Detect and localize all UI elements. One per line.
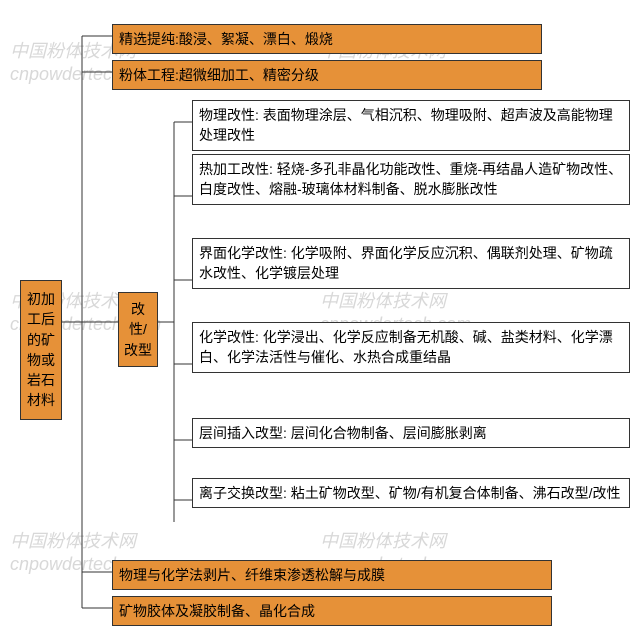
branch-exfoliation: 物理与化学法剥片、纤维束渗透松解与成膜 <box>112 560 552 590</box>
branch-modification: 改性/改型 <box>118 292 158 367</box>
branch-purification: 精选提纯:酸浸、絮凝、漂白、煅烧 <box>112 24 542 54</box>
child-physical-mod: 物理改性: 表面物理涂层、气相沉积、物理吸附、超声波及高能物理处理改性 <box>192 100 630 151</box>
child-thermal-mod: 热加工改性: 轻烧-多孔非晶化功能改性、重烧-再结晶人造矿物改性、白度改性、熔融… <box>192 154 630 205</box>
branch-colloid: 矿物胶体及凝胶制备、晶化合成 <box>112 596 552 626</box>
child-ion-exchange: 离子交换改型: 粘土矿物改型、矿物/有机复合体制备、沸石改型/改性 <box>192 478 630 508</box>
root-node: 初加工后的矿物或岩石材料 <box>20 280 62 420</box>
branch-powder-engineering: 粉体工程:超微细加工、精密分级 <box>112 60 542 90</box>
child-chemical-mod: 化学改性: 化学浸出、化学反应制备无机酸、碱、盐类材料、化学漂白、化学法活性与催… <box>192 322 630 373</box>
child-interlayer: 层间插入改型: 层间化合物制备、层间膨胀剥离 <box>192 418 630 448</box>
child-interface-chem: 界面化学改性: 化学吸附、界面化学反应沉积、偶联剂处理、矿物疏水改性、化学镀层处… <box>192 238 630 289</box>
